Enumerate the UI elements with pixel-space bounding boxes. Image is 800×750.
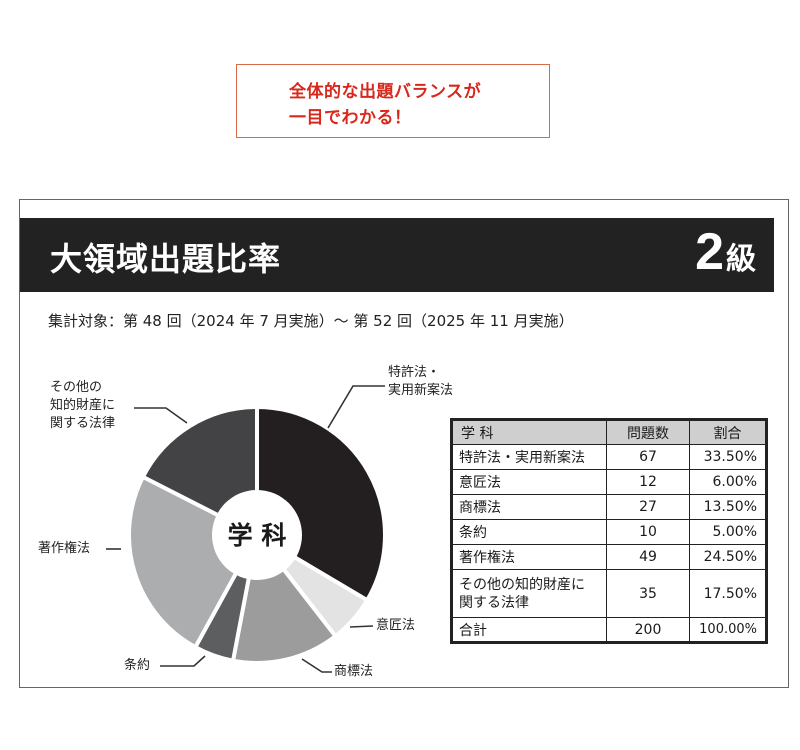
table-row: 著作権法 49 24.50% [451, 544, 767, 570]
pie-slice-label: 商標法 [334, 664, 374, 679]
cell-count: 49 [605, 544, 691, 570]
chart-panel: 大領域出題比率 2級 集計対象：第 48 回（2024 年 7 月実施）～ 第 … [19, 199, 789, 688]
page-title: 大領域出題比率 [50, 240, 282, 278]
cell-subject: 特許法・実用新案法 [451, 444, 607, 470]
leader-line [160, 655, 206, 667]
leader-line [301, 658, 332, 673]
pie-center-hole [212, 490, 302, 580]
cell-ratio: 24.50% [689, 544, 767, 570]
pie-slice-label: 意匠法 [376, 618, 416, 633]
cell-subject: 条約 [451, 519, 607, 545]
data-table: 学 科 問題数 割合 特許法・実用新案法 67 33.50% 意匠法 12 6.… [450, 418, 768, 644]
table-total-row: 合計 200 100.00% [451, 617, 767, 643]
cell-count: 67 [605, 444, 691, 470]
table-row: 条約 10 5.00% [451, 519, 767, 545]
table-row: 商標法 27 13.50% [451, 494, 767, 520]
grade-number: 2 [695, 223, 724, 281]
pie-slice-label: 著作権法 [38, 541, 91, 556]
table-row: 意匠法 12 6.00% [451, 469, 767, 495]
cell-ratio: 17.50% [689, 569, 767, 618]
pie-slice-label: その他の 知的財産に 関する法律 [50, 380, 116, 431]
cell-count: 12 [605, 469, 691, 495]
cell-subject: 意匠法 [451, 469, 607, 495]
grade-unit: 級 [726, 242, 756, 277]
column-header-ratio: 割合 [689, 419, 767, 445]
leader-line [134, 407, 188, 424]
leader-line [349, 625, 374, 628]
cell-ratio: 13.50% [689, 494, 767, 520]
grade-badge: 2級 [695, 222, 756, 282]
pie-slice-label: 条約 [124, 658, 151, 673]
pie-chart: 学 科 [106, 385, 387, 673]
period-subtitle: 集計対象：第 48 回（2024 年 7 月実施）～ 第 52 回（2025 年… [48, 312, 574, 330]
callout-line-1: 全体的な出題バランスが [289, 82, 482, 102]
cell-count: 10 [605, 519, 691, 545]
table-row: その他の知的財産に 関する法律 35 17.50% [451, 569, 767, 618]
cell-subject-text: その他の知的財産に 関する法律 [459, 576, 585, 611]
cell-subject: その他の知的財産に 関する法律 [451, 569, 607, 618]
callout-line-2: 一目でわかる！ [289, 108, 412, 128]
cell-count: 27 [605, 494, 691, 520]
cell-count: 35 [605, 569, 691, 618]
cell-total-count: 200 [605, 617, 691, 643]
callout-box: 全体的な出題バランスが 一目でわかる！ [236, 64, 550, 138]
cell-total-ratio: 100.00% [689, 617, 767, 643]
title-bar: 大領域出題比率 2級 [20, 218, 774, 292]
cell-ratio: 33.50% [689, 444, 767, 470]
cell-ratio: 6.00% [689, 469, 767, 495]
table-header-row: 学 科 問題数 割合 [451, 419, 767, 445]
cell-subject: 著作権法 [451, 544, 607, 570]
cell-ratio: 5.00% [689, 519, 767, 545]
column-header-count: 問題数 [605, 419, 691, 445]
cell-subject: 商標法 [451, 494, 607, 520]
cell-total-label: 合計 [451, 617, 607, 643]
pie-slice-label: 特許法・ 実用新案法 [388, 365, 454, 398]
pie-center-label: 学 科 [228, 521, 287, 550]
table-row: 特許法・実用新案法 67 33.50% [451, 444, 767, 470]
column-header-subject: 学 科 [451, 419, 607, 445]
leader-line [327, 385, 385, 429]
